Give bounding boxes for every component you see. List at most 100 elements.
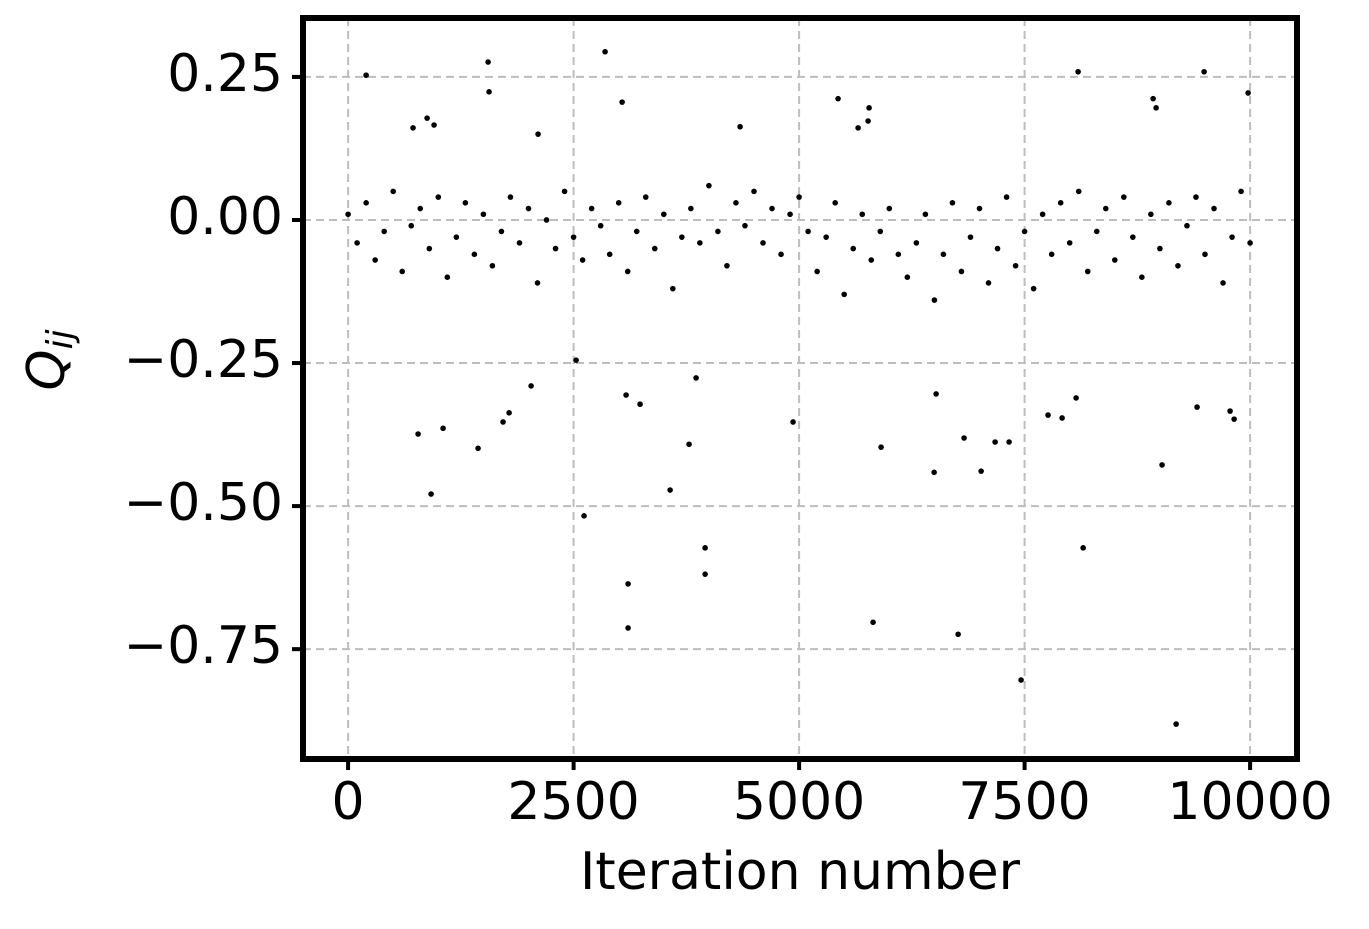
point (453, 234, 460, 240)
x-tick-label: 2500 (507, 772, 639, 832)
point (697, 240, 703, 246)
point (1111, 257, 1118, 263)
point (931, 469, 937, 476)
point (440, 425, 446, 432)
point (1159, 462, 1165, 468)
y-axis-label: Qij (17, 330, 81, 391)
point (787, 211, 793, 218)
point (417, 205, 424, 212)
point (976, 205, 983, 212)
point (431, 122, 437, 128)
point (978, 468, 984, 474)
point (535, 131, 541, 137)
point (1080, 545, 1086, 551)
point (1173, 721, 1179, 727)
point (516, 240, 523, 246)
point (940, 251, 947, 258)
point (1184, 222, 1190, 229)
x-tick-label: 5000 (733, 772, 865, 832)
y-tick-label: −0.25 (124, 330, 283, 390)
point (949, 200, 956, 206)
point (1006, 439, 1012, 445)
point (823, 234, 829, 240)
point (435, 194, 442, 200)
point (994, 245, 1001, 252)
point (410, 125, 416, 131)
point (679, 234, 685, 240)
point (498, 228, 505, 235)
point (372, 257, 378, 263)
point (363, 72, 369, 79)
point (424, 115, 430, 121)
point (958, 268, 965, 275)
point (1245, 90, 1251, 96)
point (855, 125, 861, 131)
point (778, 251, 784, 258)
point (1194, 404, 1200, 410)
point (543, 217, 550, 223)
point (480, 211, 487, 218)
point (769, 205, 775, 212)
point (475, 445, 481, 452)
point (506, 410, 512, 416)
point (552, 245, 559, 252)
point (1229, 234, 1235, 240)
point (573, 357, 579, 363)
point (760, 240, 766, 246)
point (1012, 262, 1019, 269)
point (922, 211, 929, 218)
point (1045, 412, 1051, 418)
x-tick-label: 10000 (1167, 772, 1332, 832)
point (702, 545, 708, 551)
point (955, 631, 961, 638)
point (525, 205, 532, 212)
point (624, 268, 631, 275)
point (790, 419, 796, 425)
point (625, 581, 631, 587)
point (561, 188, 568, 195)
point (597, 222, 604, 229)
point (390, 188, 396, 195)
point (615, 200, 622, 206)
point (686, 441, 692, 448)
point (581, 513, 587, 519)
point (1066, 240, 1073, 246)
point (1084, 268, 1091, 275)
point (796, 194, 802, 200)
point (1175, 262, 1181, 269)
point (1148, 211, 1154, 218)
point (1202, 251, 1208, 258)
point (1039, 211, 1046, 218)
point (528, 383, 534, 389)
point (751, 188, 757, 195)
point (507, 194, 514, 200)
point (1018, 677, 1024, 683)
point (1048, 251, 1055, 258)
point (1073, 395, 1079, 401)
point (985, 280, 992, 286)
point (415, 431, 421, 437)
point (637, 401, 643, 408)
point (651, 245, 658, 252)
point (715, 228, 721, 235)
point (841, 291, 847, 298)
point (877, 228, 884, 235)
point (742, 222, 748, 229)
point (485, 59, 491, 65)
point (1193, 194, 1199, 200)
point (688, 205, 694, 212)
point (428, 491, 434, 497)
point (733, 200, 739, 206)
point (633, 228, 640, 235)
point (931, 297, 938, 303)
point (1139, 274, 1145, 281)
point (1166, 200, 1172, 206)
x-tick-label: 0 (332, 772, 365, 832)
point (992, 439, 998, 445)
point (1059, 415, 1065, 421)
point (1247, 240, 1253, 246)
point (660, 211, 667, 218)
point (878, 444, 884, 450)
point (623, 392, 629, 398)
